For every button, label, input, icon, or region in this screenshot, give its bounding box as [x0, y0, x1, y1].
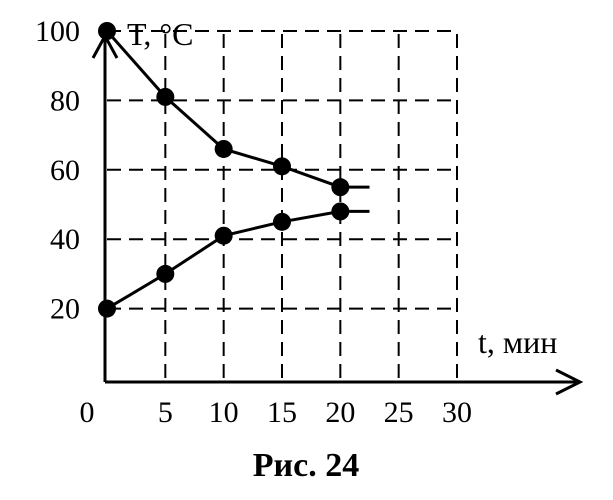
y-axis-title: Т, °С	[127, 16, 193, 52]
y-tick-label: 40	[50, 223, 80, 256]
x-tick-label: 0	[80, 396, 95, 429]
data-point	[214, 226, 233, 245]
series-line-2	[106, 209, 370, 310]
x-tick-label: 25	[384, 396, 414, 429]
y-tick-label: 60	[50, 154, 80, 187]
x-tick-label: 15	[267, 396, 297, 429]
grid	[107, 30, 458, 378]
y-tick-label: 100	[35, 15, 80, 48]
data-point	[331, 202, 350, 221]
y-tick-label: 20	[50, 293, 80, 326]
y-tick-label: 80	[50, 84, 80, 117]
data-point	[156, 264, 175, 283]
data-point	[98, 22, 116, 40]
x-tick-label: 20	[325, 396, 355, 429]
x-axis-arrowhead	[555, 368, 584, 396]
x-tick-label: 30	[442, 396, 472, 429]
data-point	[98, 299, 116, 318]
x-tick-label: 10	[209, 396, 239, 429]
data-point	[214, 139, 233, 158]
x-tick-label: 5	[158, 396, 173, 429]
data-point	[156, 87, 175, 106]
tick-labels: 0 5 10 15 20 25 30 20 40 60 80 100	[35, 15, 472, 429]
series-line-1	[105, 30, 370, 189]
series	[98, 22, 370, 318]
x-axis-title: t, мин	[478, 324, 557, 360]
axes	[91, 32, 584, 396]
figure-caption: Рис. 24	[253, 447, 359, 484]
data-point	[273, 212, 291, 231]
data-point	[273, 157, 291, 176]
data-point	[331, 178, 350, 197]
